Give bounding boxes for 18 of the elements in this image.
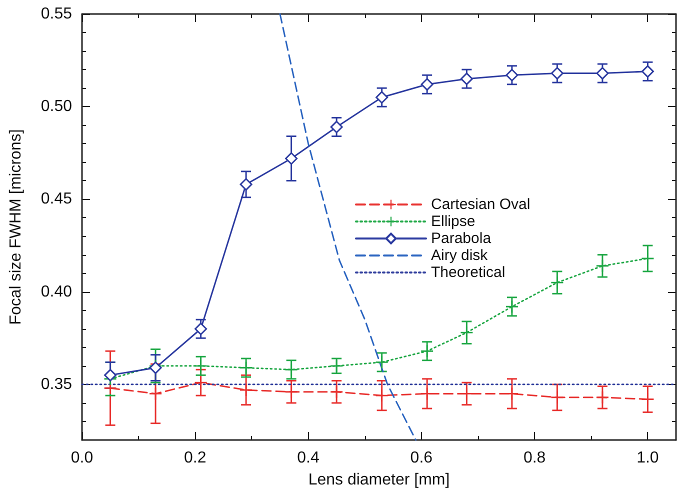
legend-label: Cartesian Oval (431, 196, 530, 213)
y-tick-label: 0.45 (40, 190, 72, 208)
legend-label: Theoretical (431, 264, 506, 281)
y-tick-label: 0.35 (40, 376, 72, 393)
legend-label: Parabola (431, 230, 492, 247)
legend-label: Airy disk (431, 247, 488, 264)
y-tick-label: 0.40 (40, 283, 72, 300)
legend-label: Ellipse (431, 213, 476, 230)
x-axis-title: Lens diameter [mm] (308, 472, 450, 488)
y-tick-label: 0.55 (40, 6, 72, 22)
y-tick-label: 0.50 (40, 98, 72, 116)
y-axis-title: Focal size FWHM [microns] (8, 129, 24, 325)
x-tick-label: 0.2 (184, 450, 206, 466)
x-tick-label: 0.6 (410, 450, 433, 466)
x-tick-label: 0.8 (523, 450, 546, 466)
x-tick-label: 0.4 (297, 450, 320, 466)
x-tick-label: 1.0 (636, 450, 659, 466)
x-tick-label: 0.0 (70, 450, 94, 466)
